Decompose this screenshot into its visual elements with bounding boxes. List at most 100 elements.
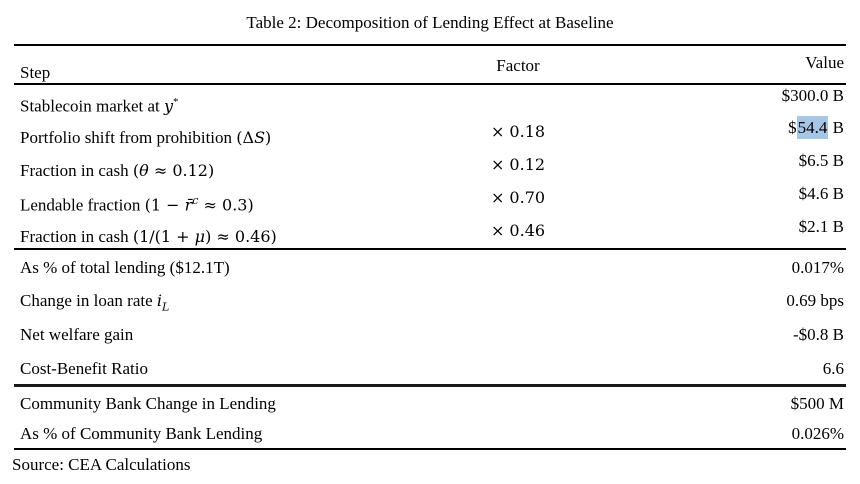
value-cell: 0.017% — [628, 249, 846, 283]
text-segment: B — [828, 118, 844, 137]
text-segment: 0.69 bps — [786, 291, 844, 310]
table-row: As % of total lending ($12.1T) 0.017% — [14, 249, 846, 283]
text-segment: $300.0 B — [781, 86, 844, 105]
text-segment: × 0.12 — [490, 155, 546, 174]
text-segment: × 0.18 — [490, 122, 546, 141]
text-segment: Net welfare gain — [20, 325, 134, 344]
text-segment: $2.1 B — [798, 217, 844, 236]
table-block-1: Stablecoin market at y* $300.0 B Portfolio… — [14, 84, 846, 249]
factor-cell — [408, 385, 628, 417]
factor-cell — [408, 84, 628, 117]
table-row: Change in loan rate iL 0.69 bps — [14, 283, 846, 317]
step-cell: Stablecoin market at y* — [14, 84, 408, 117]
highlighted-value: 54.4 — [796, 116, 829, 139]
text-segment: * — [173, 96, 179, 108]
step-cell: Community Bank Change in Lending — [14, 385, 408, 417]
factor-cell — [408, 417, 628, 449]
table-title: Table 2: Decomposition of Lending Effect… — [246, 13, 614, 32]
table-row: Portfolio shift from prohibition (ΔS) × 0… — [14, 116, 846, 150]
value-cell: -$0.8 B — [628, 317, 846, 351]
table-block-2: As % of total lending ($12.1T) 0.017% Chan… — [14, 249, 846, 385]
text-segment: L — [162, 300, 170, 314]
text-segment: Stablecoin market at — [20, 96, 164, 116]
value-cell: $6.5 B — [628, 150, 846, 183]
text-segment: ≈ 0.3) — [198, 195, 254, 215]
text-segment: θ — [139, 161, 149, 180]
text-segment: c — [192, 194, 199, 207]
table-row: Fraction in cash (θ ≈ 0.12) × 0.12 $6.5 B — [14, 150, 846, 183]
value-cell: $500 M — [628, 385, 846, 417]
table-block-3: Community Bank Change in Lending $500 M As… — [14, 385, 846, 449]
table-row: Lendable fraction (1 − r̄c ≈ 0.3) × 0.70 $… — [14, 183, 846, 216]
text-segment: ) ≈ 0.46) — [205, 227, 277, 246]
text-segment: (Δ — [236, 128, 255, 147]
text-segment: As % of total lending ($12.1T) — [20, 258, 230, 277]
table-row: Fraction in cash (1/(1 + μ) ≈ 0.46) × 0.4… — [14, 216, 846, 249]
step-cell: Change in loan rate iL — [14, 283, 408, 317]
factor-cell: × 0.18 — [408, 117, 628, 150]
step-cell: As % of Community Bank Lending — [14, 417, 408, 449]
col-header-factor: Factor — [496, 56, 540, 75]
text-segment: × 0.70 — [490, 188, 546, 207]
text-segment: Fraction in cash — [20, 161, 133, 180]
table-row: As % of Community Bank Lending 0.026% — [14, 417, 846, 449]
col-header-value: Value — [805, 53, 844, 72]
text-segment: 6.6 — [822, 359, 844, 378]
text-segment: ≈ 0.12) — [148, 161, 215, 180]
table-header: Step Factor Value — [14, 45, 846, 84]
text-segment: μ — [194, 227, 206, 246]
text-segment: Lendable fraction — [20, 195, 145, 215]
text-segment: Cost-Benefit Ratio — [20, 359, 148, 378]
text-segment: (1/(1 + — [132, 227, 195, 246]
value-cell: 0.69 bps — [628, 283, 846, 317]
step-cell: Portfolio shift from prohibition (ΔS) — [14, 117, 408, 150]
text-segment: Community Bank Change in Lending — [20, 393, 276, 413]
lending-decomposition-table: Step Factor Value Stablecoin market at y… — [14, 44, 846, 450]
step-cell: Lendable fraction (1 − r̄c ≈ 0.3) — [14, 183, 408, 216]
factor-cell — [408, 249, 628, 283]
col-header-step: Step — [20, 63, 51, 82]
text-segment: As % of Community Bank Lending — [20, 424, 263, 443]
text-segment: S — [254, 128, 266, 147]
step-cell: Net welfare gain — [14, 317, 408, 351]
table-row: Community Bank Change in Lending $500 M — [14, 385, 846, 417]
text-segment: $6.5 B — [798, 151, 844, 170]
value-cell: $2.1 B — [628, 216, 846, 249]
table-row: Net welfare gain -$0.8 B — [14, 317, 846, 351]
header-row: Step Factor Value — [14, 45, 846, 84]
factor-cell: × 0.70 — [408, 183, 628, 216]
text-segment: $4.6 B — [798, 184, 844, 203]
source-note: Source: CEA Calculations — [12, 455, 191, 474]
text-segment: ( — [132, 161, 140, 180]
factor-cell: × 0.46 — [408, 216, 628, 249]
text-segment: ) — [265, 128, 272, 147]
text-segment: 0.017% — [791, 258, 844, 277]
value-cell: $54.4 B — [628, 116, 846, 150]
text-segment: -$0.8 B — [793, 325, 844, 344]
text-segment: i — [156, 291, 163, 310]
table-row: Cost-Benefit Ratio 6.6 — [14, 351, 846, 385]
factor-cell — [408, 317, 628, 351]
step-cell: Fraction in cash (1/(1 + μ) ≈ 0.46) — [14, 216, 408, 249]
text-segment: Portfolio shift from prohibition — [20, 128, 237, 147]
text-segment: $ — [788, 118, 797, 137]
text-segment: (1 − — [144, 195, 185, 215]
step-cell: Cost-Benefit Ratio — [14, 351, 408, 385]
text-segment: r̄ — [184, 195, 193, 215]
value-cell: $4.6 B — [628, 183, 846, 216]
value-cell: 0.026% — [628, 417, 846, 449]
value-cell: $300.0 B — [628, 84, 846, 117]
step-cell: Fraction in cash (θ ≈ 0.12) — [14, 150, 408, 183]
factor-cell — [408, 283, 628, 317]
text-segment: Fraction in cash — [20, 227, 133, 246]
step-cell: As % of total lending ($12.1T) — [14, 249, 408, 283]
text-segment: y — [163, 96, 174, 116]
factor-cell — [408, 351, 628, 385]
text-segment: $500 M — [790, 393, 844, 413]
factor-cell: × 0.12 — [408, 150, 628, 183]
text-segment: × 0.46 — [490, 221, 546, 240]
table-row: Stablecoin market at y* $300.0 B — [14, 84, 846, 117]
text-segment: Change in loan rate — [20, 291, 157, 310]
text-segment: 0.026% — [791, 424, 844, 443]
